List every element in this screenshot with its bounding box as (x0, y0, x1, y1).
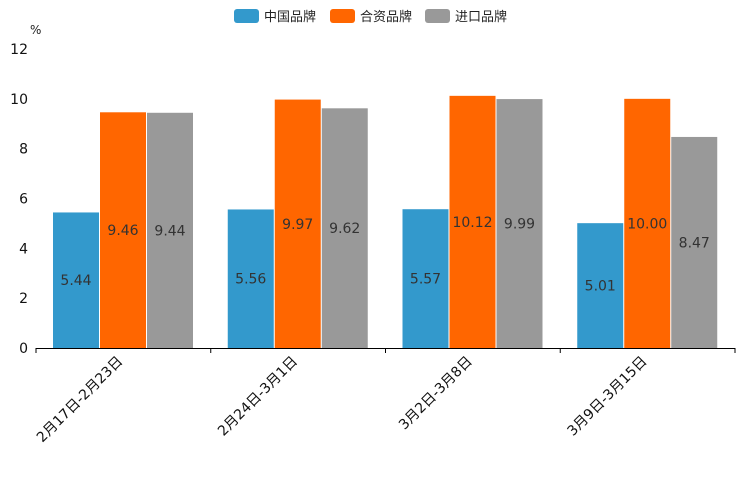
bar-joint-2 (274, 99, 321, 348)
bar-import-3 (496, 99, 543, 349)
data-label-joint-4: 10.00 (627, 216, 667, 232)
data-label-import-4: 8.47 (679, 235, 710, 251)
bar-china-4 (577, 223, 624, 348)
data-label-joint-3: 10.12 (452, 215, 492, 231)
data-label-import-1: 9.44 (154, 223, 185, 239)
bar-joint-3 (449, 95, 496, 349)
bar-china-2 (227, 209, 274, 348)
bar-import-1 (147, 112, 193, 348)
bar-joint-4 (624, 98, 671, 348)
x-tick-label-3: 3月2日-3月8日 (396, 354, 476, 434)
y-tick-label: 6 (19, 192, 28, 208)
legend-swatch-1 (234, 9, 259, 23)
data-label-china-4: 5.01 (585, 279, 616, 295)
bar-import-4 (671, 136, 718, 348)
data-label-joint-2: 9.97 (282, 217, 313, 233)
x-tick-label-1: 2月17日-2月23日 (34, 354, 126, 446)
data-labels: 5.44 9.46 9.44 5.56 9.97 9.62 5.57 10.12 9.99 5.0… (60, 215, 709, 295)
bar-china-1 (53, 212, 99, 348)
data-label-joint-1: 9.46 (107, 223, 138, 239)
y-axis: 0 2 4 6 8 10 12 (10, 42, 28, 357)
y-tick-label: 4 (19, 241, 28, 257)
data-label-china-3: 5.57 (410, 272, 441, 288)
legend-label-1: 中国品牌 (264, 9, 316, 25)
y-tick-label: 2 (19, 291, 28, 307)
x-tick-label-2: 2月24日-3月1日 (215, 354, 301, 440)
legend-swatch-2 (330, 9, 355, 23)
y-tick-label: 0 (19, 341, 28, 357)
legend: 中国品牌 合资品牌 进口品牌 (234, 9, 507, 25)
y-tick-label: 8 (19, 142, 28, 158)
legend-swatch-3 (425, 9, 450, 23)
legend-label-2: 合资品牌 (360, 9, 412, 25)
bar-joint-1 (100, 112, 146, 348)
y-tick-label: 12 (10, 42, 28, 58)
bar-import-2 (321, 108, 368, 348)
x-tick-label-4: 3月9日-3月15日 (564, 354, 650, 440)
bar-china-3 (402, 209, 449, 348)
y-axis-unit-label: % (30, 23, 41, 37)
x-axis: 2月17日-2月23日 2月24日-3月1日 3月2日-3月8日 3月9日-3月15日 (34, 348, 736, 446)
data-label-china-1: 5.44 (60, 273, 91, 289)
bars (53, 95, 718, 349)
data-label-import-3: 9.99 (504, 217, 535, 233)
data-label-china-2: 5.56 (235, 272, 266, 288)
legend-label-3: 进口品牌 (455, 9, 507, 25)
data-label-import-2: 9.62 (329, 221, 360, 237)
y-tick-label: 10 (10, 92, 28, 108)
